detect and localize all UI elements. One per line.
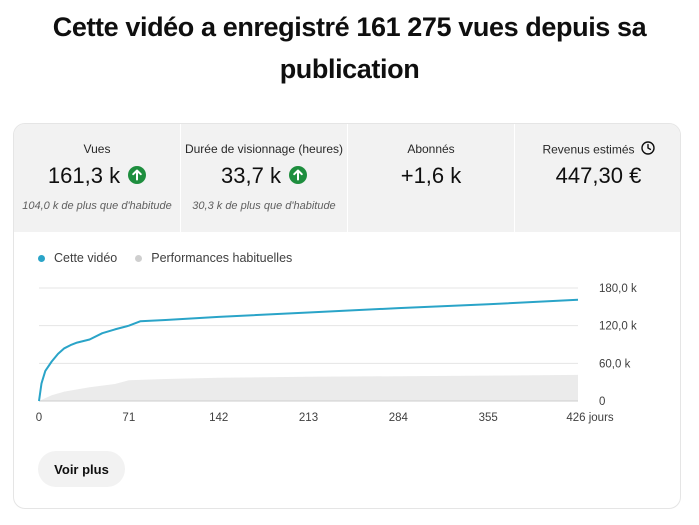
legend-item-this-video[interactable]: Cette vidéo: [38, 251, 117, 265]
views-chart: 0 60,0 k 120,0 k 180,0 k 0 71 142 213 284 355 426 …: [36, 283, 637, 424]
metric-subscribers[interactable]: Abonnés +1,6 k: [348, 124, 515, 232]
metric-value: 33,7 k: [181, 162, 347, 190]
x-tick-label: 213: [299, 412, 318, 424]
x-tick-label: 71: [122, 412, 135, 424]
y-tick-label: 60,0 k: [599, 358, 631, 370]
x-tick-label: 284: [389, 412, 409, 424]
page-title: Cette vidéo a enregistré 161 275 vues de…: [52, 12, 647, 84]
y-tick-label: 120,0 k: [599, 321, 637, 333]
typical-performance-area: [39, 374, 578, 401]
analytics-card: Vues 161,3 k 104,0 k de plus que d'habit…: [13, 123, 681, 509]
metric-value: 161,3 k: [14, 162, 180, 190]
metric-label: Revenus estimés: [515, 141, 680, 159]
legend-item-typical[interactable]: Performances habituelles: [135, 251, 292, 265]
x-tick-label: 142: [209, 412, 228, 424]
metric-label: Durée de visionnage (heures): [184, 142, 344, 156]
y-tick-label: 180,0 k: [599, 283, 637, 295]
metric-comparison: 30,3 k de plus que d'habitude: [192, 200, 336, 212]
legend-dot: [135, 254, 143, 262]
chart-legend: Cette vidéo Performances habituelles: [38, 251, 310, 265]
trend-up-icon: [288, 166, 307, 185]
metric-label: Abonnés: [407, 142, 455, 156]
metric-revenue[interactable]: Revenus estimés 447,30 €: [515, 124, 680, 232]
this-video-line: [38, 298, 579, 402]
y-tick-label: 0: [599, 396, 605, 408]
x-tick-label: 355: [479, 412, 498, 424]
metric-comparison: 104,0 k de plus que d'habitude: [22, 200, 172, 212]
metric-views[interactable]: Vues 161,3 k 104,0 k de plus que d'habit…: [14, 124, 181, 232]
metrics-row: Vues 161,3 k 104,0 k de plus que d'habit…: [14, 124, 680, 232]
see-more-button[interactable]: Voir plus: [38, 451, 125, 487]
legend-label: Performances habituelles: [151, 251, 293, 265]
metric-watch-time[interactable]: Durée de visionnage (heures) 33,7 k 30,3…: [181, 124, 348, 232]
x-tick-label: 426 jours: [566, 412, 614, 424]
legend-label: Cette vidéo: [54, 251, 118, 265]
metric-value: 447,30 €: [555, 163, 642, 188]
metric-label: Vues: [83, 142, 111, 156]
metric-value: +1,6 k: [400, 163, 462, 188]
trend-up-icon: [128, 166, 147, 185]
clock-icon: [640, 141, 655, 158]
x-tick-label: 0: [36, 412, 42, 424]
legend-dot: [38, 254, 45, 262]
